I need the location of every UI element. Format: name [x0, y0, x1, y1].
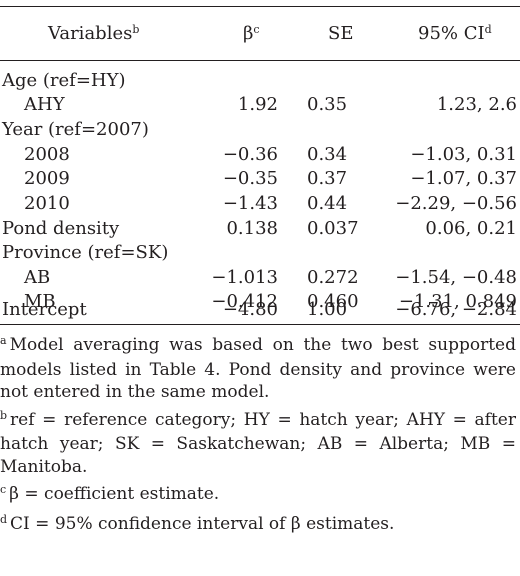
footnote-d: d CI = 95% confidence interval of β estim… [0, 512, 395, 534]
ci-value: −1.03, 0.31 [410, 144, 517, 165]
beta-value: 0.138 [226, 218, 278, 239]
table-row: AHY 1.92 0.35 1.23, 2.6 [0, 93, 520, 117]
table-row: Age (ref=HY) [0, 69, 520, 93]
table-row: MB −0.412 0.460 −1.31, 0.849 [0, 290, 520, 314]
se-value: 1.00 [307, 299, 348, 320]
table-row: AB −1.013 0.272 −1.54, −0.48 [0, 266, 520, 290]
row-label: Province (ref=SK) [2, 242, 169, 263]
table-row: Pond density 0.138 0.037 0.06, 0.21 [0, 217, 520, 241]
ci-value: −2.29, −0.56 [395, 193, 517, 214]
row-label: 2008 [24, 144, 70, 165]
row-label: Intercept [2, 299, 87, 320]
row-label: Pond density [2, 218, 120, 239]
top-rule [0, 6, 520, 7]
row-label: 2010 [24, 193, 70, 214]
table-row: Province (ref=SK) [0, 241, 520, 265]
ci-value: −1.31, 0.849 [398, 291, 517, 312]
se-value: 0.272 [307, 267, 359, 288]
se-value: 0.37 [307, 168, 348, 189]
header-se: SE [328, 23, 354, 44]
footnotes: a Model averaging was based on the two be… [0, 334, 516, 542]
ci-value: 0.06, 0.21 [425, 218, 517, 239]
table-row: Year (ref=2007) [0, 118, 520, 142]
beta-value: −0.412 [211, 291, 278, 312]
row-label: AHY [24, 94, 65, 115]
table-row: Intercept −4.80 1.00 −6.76, −2.84 [0, 298, 520, 322]
header-rule [0, 60, 520, 61]
beta-value: −4.80 [222, 299, 278, 320]
beta-value: 1.92 [237, 94, 278, 115]
ci-value: −6.76, −2.84 [395, 299, 517, 320]
ci-value: −1.07, 0.37 [410, 168, 517, 189]
row-label: Year (ref=2007) [2, 119, 149, 140]
se-value: 0.037 [307, 218, 359, 239]
se-value: 0.44 [307, 193, 348, 214]
bottom-rule [0, 324, 520, 325]
beta-value: −1.013 [211, 267, 278, 288]
header-beta: βc [243, 23, 260, 44]
se-value: 0.460 [307, 291, 359, 312]
beta-value: −0.35 [222, 168, 278, 189]
table-row: 2009 −0.35 0.37 −1.07, 0.37 [0, 167, 520, 191]
footnote-a: a Model averaging was based on the two be… [0, 334, 516, 402]
row-label: Age (ref=HY) [2, 70, 126, 91]
beta-value: −0.36 [222, 144, 278, 165]
row-label: MB [24, 291, 56, 312]
table-header: Variablesb βc SE 95% CId [0, 6, 520, 60]
row-label: AB [24, 267, 51, 288]
footnote-b: b ref = reference category; HY = hatch ye… [0, 408, 516, 477]
table-row: 2008 −0.36 0.34 −1.03, 0.31 [0, 143, 520, 167]
ci-value: −1.54, −0.48 [395, 267, 517, 288]
header-ci: 95% CId [418, 23, 492, 44]
se-value: 0.34 [307, 144, 348, 165]
table-row: 2010 −1.43 0.44 −2.29, −0.56 [0, 192, 520, 216]
ci-value: 1.23, 2.6 [436, 94, 517, 115]
beta-value: −1.43 [222, 193, 278, 214]
row-label: 2009 [24, 168, 70, 189]
header-variables: Variablesb [48, 23, 140, 44]
se-value: 0.35 [307, 94, 348, 115]
